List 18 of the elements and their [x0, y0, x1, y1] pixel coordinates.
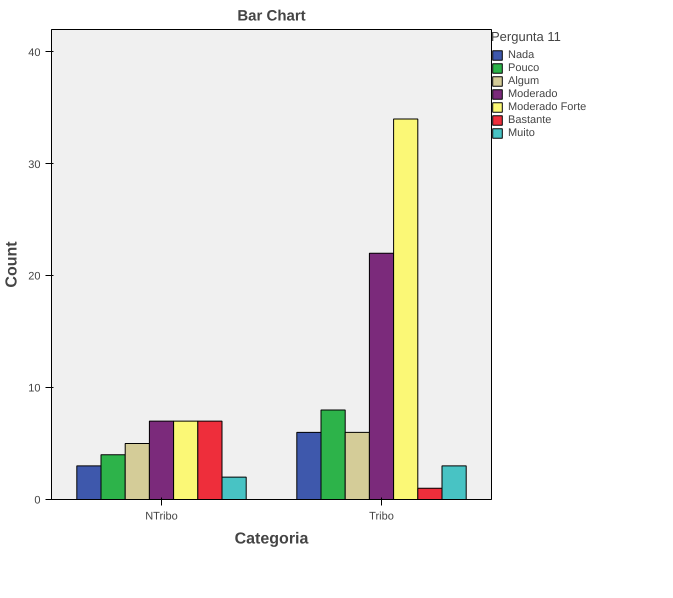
- legend-label: Moderado: [508, 88, 558, 100]
- legend-title: Pergunta 11: [491, 29, 562, 44]
- y-tick-label: 0: [34, 494, 41, 506]
- legend-label: Nada: [508, 49, 534, 61]
- x-tick-label: NTribo: [145, 510, 178, 522]
- y-tick-label: 10: [28, 382, 41, 395]
- legend-label: Moderado Forte: [508, 101, 586, 113]
- y-tick-label: 30: [28, 158, 41, 171]
- legend-label: Pouco: [508, 62, 540, 74]
- legend-label: Algum: [508, 75, 540, 87]
- legend-label: Muito: [508, 127, 535, 139]
- y-tick-label: 20: [28, 270, 41, 283]
- y-axis-title: Count: [3, 240, 20, 288]
- x-tick-label: Tribo: [369, 510, 394, 522]
- y-tick-label: 40: [28, 46, 41, 59]
- legend-label: Bastante: [508, 114, 552, 126]
- chart-title: Bar Chart: [237, 8, 306, 24]
- x-axis-title: Categoria: [234, 530, 308, 548]
